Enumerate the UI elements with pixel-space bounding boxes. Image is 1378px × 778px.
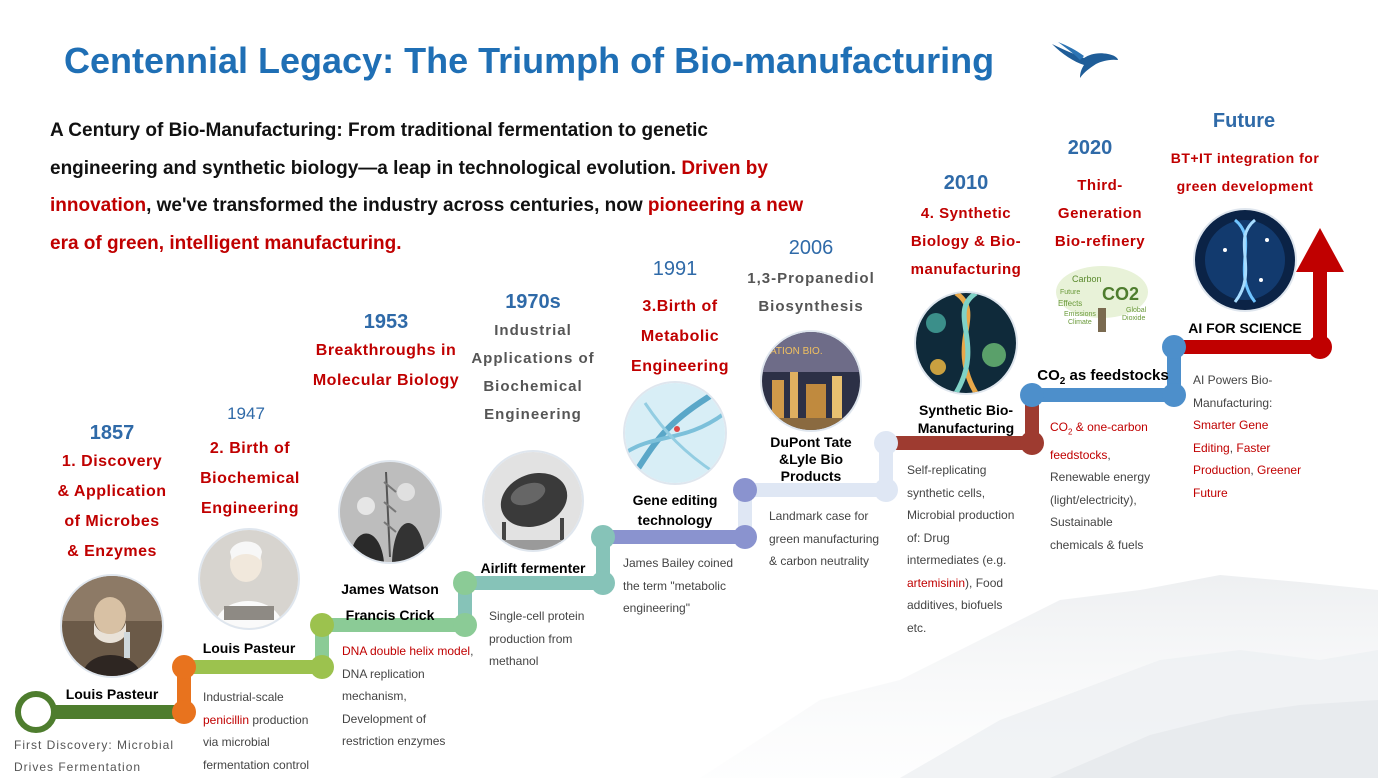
- milestone-1947-label: Louis Pasteur: [202, 640, 296, 656]
- intro-text: A Century of Bio-Manufacturing: From tra…: [50, 112, 820, 262]
- milestone-1991-title: 3.Birth of Metabolic Engineering: [631, 298, 729, 375]
- intro-highlight-1: Driven by innovation: [50, 157, 768, 217]
- svg-text:CO2: CO2: [1102, 284, 1139, 304]
- milestone-2010-year: 2010: [943, 172, 989, 194]
- svg-text:Effects: Effects: [1058, 299, 1082, 308]
- milestone-2020-title: Third- Generation Bio-refinery: [1054, 177, 1146, 250]
- milestone-1857-year: 1857: [89, 422, 135, 444]
- intro-highlight-2: pioneering a new era of green, intellige…: [50, 195, 804, 254]
- airlift-fermenter-photo: [484, 452, 582, 550]
- milestone-1953-desc: DNA double helix model, DNA replication …: [342, 644, 474, 748]
- milestone-1970s-year: 1970s: [505, 291, 561, 313]
- dupont-plant-photo: ATION BIO.: [762, 332, 860, 430]
- milestone-2020-year: 2020: [1067, 137, 1113, 159]
- milestone-1953-year: 1953: [363, 311, 409, 333]
- svg-text:Global: Global: [1126, 307, 1147, 314]
- milestone-2006-title: 1,3-Propanediol Biosynthesis: [747, 270, 875, 315]
- synthetic-biology-photo: [916, 293, 1016, 393]
- milestone-1953-label: James Watson Francis Crick: [341, 581, 439, 623]
- milestone-1953-title: Breakthroughs in Molecular Biology: [312, 342, 460, 389]
- milestone-1947-year: 1947: [227, 404, 265, 423]
- milestone-2020-label: CO2 as feedstocks: [1037, 367, 1169, 387]
- milestone-future-desc: AI Powers Bio- Manufacturing: Smarter Ge…: [1193, 373, 1302, 500]
- milestone-future-title: BT+IT integration for green development: [1170, 150, 1320, 194]
- pasteur-photo-1: [62, 576, 162, 676]
- milestone-future-year: Future: [1212, 110, 1276, 132]
- svg-text:Carbon: Carbon: [1072, 274, 1102, 284]
- milestone-1991-desc: James Bailey coined the term "metabolic …: [623, 556, 734, 615]
- start-note-line-2: Drives Fermentation: [14, 760, 142, 774]
- pasteur-photo-2: [200, 530, 298, 628]
- milestone-2006-label: DuPont Tate &Lyle Bio Products: [770, 434, 852, 484]
- watson-crick-photo: [340, 462, 440, 562]
- dupont-sign-text: ATION BIO.: [770, 346, 823, 357]
- gene-editing-photo: [625, 383, 725, 483]
- milestone-future-label: AI FOR SCIENCE: [1188, 320, 1302, 336]
- intro-part-1: A Century of Bio-Manufacturing: From tra…: [50, 120, 708, 179]
- milestone-1857-title: 1. Discovery & Application of Microbes & En…: [57, 453, 167, 560]
- start-note-line-1: First Discovery: Microbial: [14, 738, 175, 752]
- milestone-1970s-label: Airlift fermenter: [480, 560, 586, 576]
- svg-text:Climate: Climate: [1068, 319, 1092, 326]
- co2-word-tree-icon: Carbon CO2 Future Effects Emissions Clim…: [1056, 266, 1148, 332]
- svg-text:Dioxide: Dioxide: [1122, 315, 1145, 322]
- milestone-1970s-title: Industrial Applications of Biochemical Engi…: [471, 322, 595, 423]
- milestone-1947-desc: Industrial-scale penicillin production v…: [203, 690, 310, 772]
- milestone-2010-label: Synthetic Bio- Manufacturing: [917, 402, 1015, 436]
- milestone-1947-title: 2. Birth of Biochemical Engineering: [200, 440, 300, 517]
- milestone-2020-desc: CO2 & one-carbon feedstocks, Renewable e…: [1050, 420, 1151, 552]
- ai-science-photo: [1195, 210, 1295, 310]
- milestone-2006-year: 2006: [788, 237, 834, 259]
- milestone-2010-desc: Self-replicating synthetic cells, Microb…: [907, 463, 1015, 635]
- eagle-icon: [1052, 42, 1118, 78]
- milestone-1991-year: 1991: [652, 258, 698, 280]
- milestone-1970s-desc: Single-cell protein production from meth…: [489, 609, 585, 668]
- arrow-up-icon: [1296, 228, 1344, 272]
- milestone-1857-label: Louis Pasteur: [65, 686, 159, 702]
- milestone-2010-title: 4. Synthetic Biology & Bio-manufacturing: [910, 205, 1022, 278]
- intro-part-2: , we've transformed the industry across …: [146, 195, 648, 216]
- start-note: First Discovery: Microbial Drives Fermen…: [14, 734, 174, 778]
- milestone-1991-label: Gene editing technology: [632, 492, 718, 528]
- page-title: Centennial Legacy: The Triumph of Bio-ma…: [64, 40, 995, 81]
- svg-text:Future: Future: [1060, 289, 1080, 296]
- milestone-2006-desc: Landmark case for green manufacturing & …: [769, 509, 880, 568]
- svg-text:Emissions: Emissions: [1064, 311, 1096, 318]
